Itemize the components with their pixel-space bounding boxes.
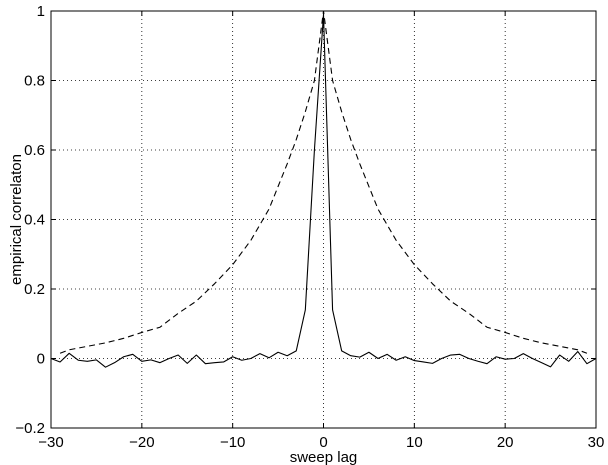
- y-tick-label: 1: [37, 3, 45, 20]
- x-axis-title: sweep lag: [290, 449, 358, 465]
- dashed-series-line: [59, 10, 588, 354]
- x-tick-label: 0: [319, 434, 327, 451]
- y-axis-title: empirical correlaton: [8, 154, 25, 285]
- y-tick-label: 0.8: [24, 73, 45, 90]
- y-tick-label: 0.6: [24, 142, 45, 159]
- x-tick-label: 20: [497, 434, 514, 451]
- y-tick-label: −0.2: [15, 420, 45, 437]
- x-tick-label: 10: [406, 434, 423, 451]
- x-tick-label: −10: [220, 434, 245, 451]
- axis-ticks: −30 −20 −10 0 10 20 30 −0.2 0 0.2 0.4 0.6 0.8 1: [15, 3, 604, 451]
- x-tick-label: −20: [129, 434, 154, 451]
- series-layer: [50, 10, 597, 368]
- y-tick-label: 0.2: [24, 281, 45, 298]
- x-tick-label: −30: [38, 434, 63, 451]
- x-tick-label: 30: [588, 434, 605, 451]
- grid-lines: [51, 11, 596, 428]
- y-tick-label: 0.4: [24, 212, 45, 229]
- y-tick-label: 0: [37, 351, 45, 368]
